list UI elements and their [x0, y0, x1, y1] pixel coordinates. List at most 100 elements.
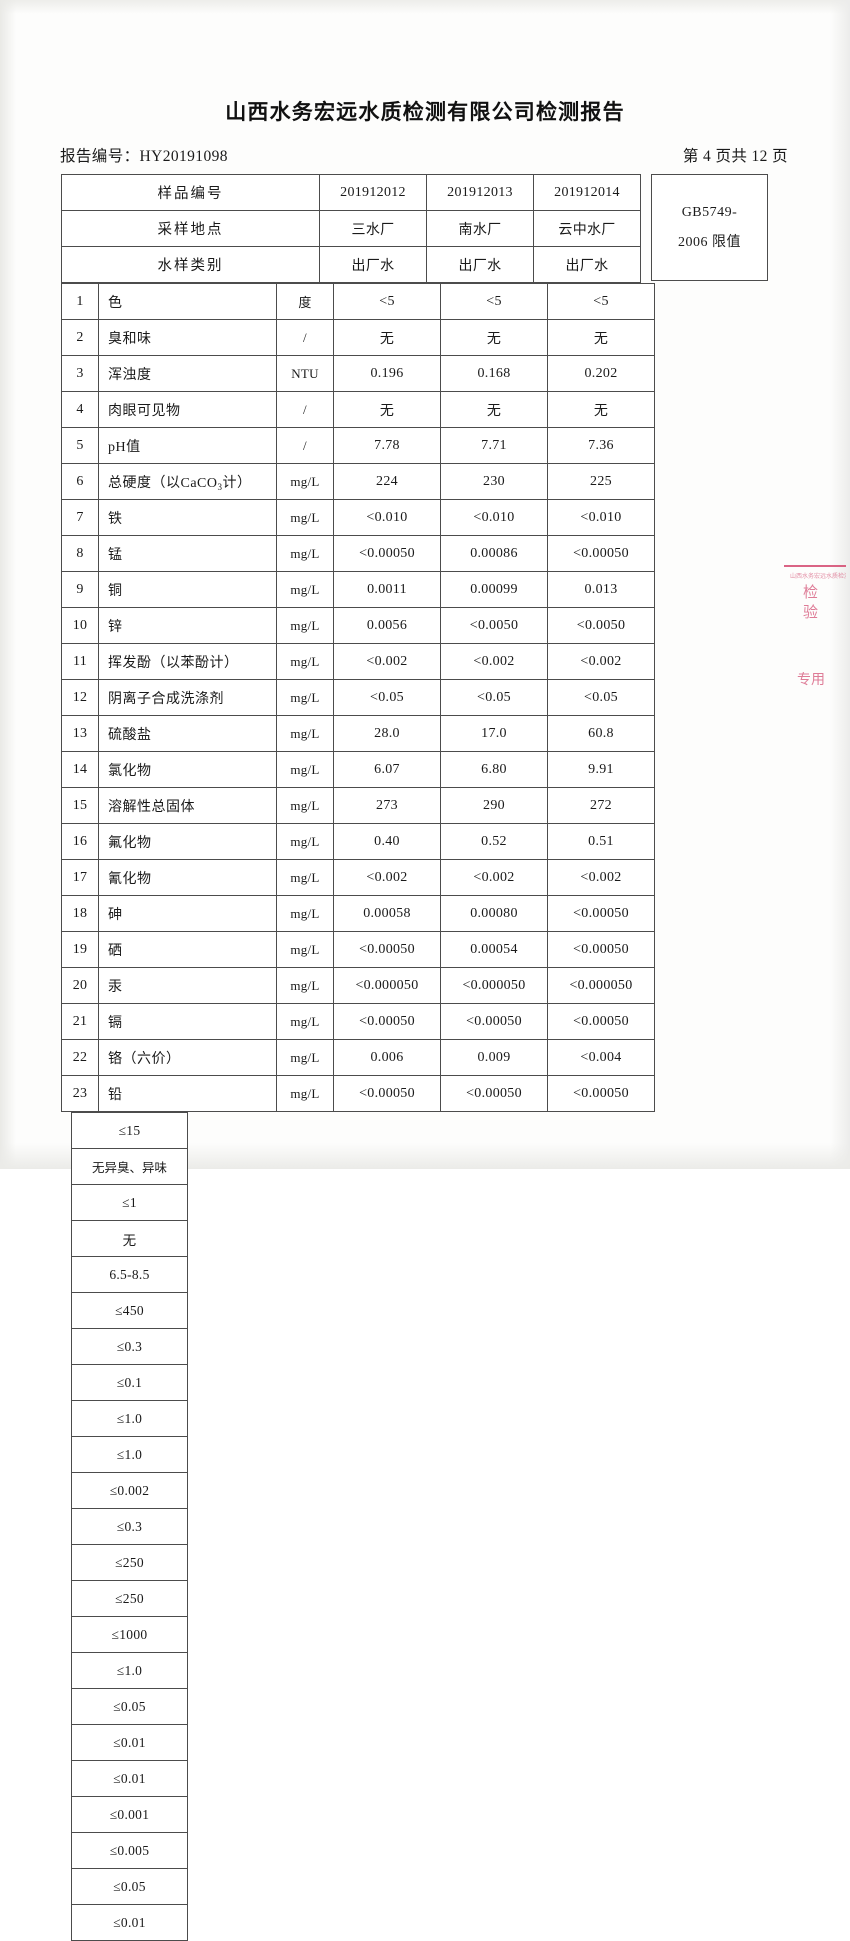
table-row: 9 铜 mg/L 0.0011 0.00099 0.013: [61, 571, 655, 608]
cell-v2: <0.00050: [440, 1075, 548, 1112]
results-table-wrap: 样品编号 201912012 201912013 201912014 采样地点 …: [61, 174, 768, 1941]
seal-border: 山西水务宏远水质检测 检验 专用: [784, 565, 846, 695]
cell-v2: 0.00080: [440, 895, 548, 932]
cell-v3: 60.8: [547, 715, 655, 752]
cell-v1: <0.05: [333, 679, 441, 716]
results-table: 样品编号 201912012 201912013 201912014 采样地点 …: [61, 174, 641, 283]
cell-limit: ≤0.005: [71, 1832, 188, 1869]
results-table-body: 样品编号 201912012 201912013 201912014 采样地点 …: [61, 174, 641, 283]
cell-unit: /: [276, 391, 334, 428]
limit-row: ≤1.0: [71, 1436, 188, 1473]
table-header-row-sample-no: 样品编号 201912012 201912013 201912014: [61, 174, 641, 211]
cell-limit: ≤15: [71, 1112, 188, 1149]
cell-idx: 7: [61, 499, 99, 536]
limit-row: ≤450: [71, 1292, 188, 1329]
cell-v1: 无: [333, 319, 441, 356]
table-row: 23 铅 mg/L <0.00050 <0.00050 <0.00050: [61, 1075, 655, 1112]
header-sampling-site-label: 采样地点: [61, 210, 320, 247]
limit-row: ≤0.01: [71, 1760, 188, 1797]
cell-idx: 16: [61, 823, 99, 860]
cell-v3: 0.202: [547, 355, 655, 392]
cell-v3: 9.91: [547, 751, 655, 788]
limit-row: ≤1.0: [71, 1400, 188, 1437]
cell-v2: 0.00099: [440, 571, 548, 608]
cell-v2: <0.002: [440, 643, 548, 680]
cell-v3: <0.00050: [547, 895, 655, 932]
cell-limit: ≤0.3: [71, 1508, 188, 1545]
limit-row: ≤0.05: [71, 1688, 188, 1725]
results-rows-table: 1 色度 <5 <5 <5 2 臭和味 / 无无无 3 浑浊度 NTU 0.196 0.168 0.202 4…: [61, 283, 655, 1112]
cell-v2: 7.71: [440, 427, 548, 464]
cell-v1: 0.0056: [333, 607, 441, 644]
cell-name: 臭和味: [98, 319, 277, 356]
cell-v3: <0.000050: [547, 967, 655, 1004]
cell-v2: <0.000050: [440, 967, 548, 1004]
limit-row: ≤1.0: [71, 1652, 188, 1689]
table-row: 13 硫酸盐 mg/L 28.0 17.0 60.8: [61, 715, 655, 752]
cell-v2: 0.52: [440, 823, 548, 860]
cell-v3: <0.00050: [547, 1075, 655, 1112]
cell-v2: <0.010: [440, 499, 548, 536]
table-row: 17 氰化物 mg/L <0.002 <0.002 <0.002: [61, 859, 655, 896]
cell-v1: <0.002: [333, 859, 441, 896]
cell-unit: mg/L: [276, 607, 334, 644]
cell-name: 挥发酚（以苯酚计）: [98, 643, 277, 680]
limit-row: ≤1000: [71, 1616, 188, 1653]
cell-name: 铅: [98, 1075, 277, 1112]
cell-unit: mg/L: [276, 499, 334, 536]
cell-v2: <5: [440, 283, 548, 320]
limit-row: ≤0.3: [71, 1328, 188, 1365]
cell-unit: NTU: [276, 355, 334, 392]
cell-v3: <0.05: [547, 679, 655, 716]
table-row: 3 浑浊度 NTU 0.196 0.168 0.202: [61, 355, 655, 392]
cell-name: 氰化物: [98, 859, 277, 896]
cell-v1: <0.000050: [333, 967, 441, 1004]
header-sample-no-2: 201912013: [426, 174, 534, 211]
table-row: 22 铬（六价） mg/L 0.006 0.009 <0.004: [61, 1039, 655, 1076]
cell-unit: mg/L: [276, 679, 334, 716]
table-row: 19 硒 mg/L <0.00050 0.00054 <0.00050: [61, 931, 655, 968]
cell-v2: 0.168: [440, 355, 548, 392]
cell-idx: 9: [61, 571, 99, 608]
cell-unit: mg/L: [276, 463, 334, 500]
cell-limit: ≤250: [71, 1544, 188, 1581]
cell-v2: 0.00086: [440, 535, 548, 572]
report-page: 山西水务宏远水质检测有限公司检测报告 报告编号：HY20191098 第 4 页…: [0, 0, 850, 1169]
cell-name: 铜: [98, 571, 277, 608]
cell-idx: 21: [61, 1003, 99, 1040]
cell-idx: 14: [61, 751, 99, 788]
cell-limit: ≤1.0: [71, 1436, 188, 1473]
cell-idx: 3: [61, 355, 99, 392]
scan-edge-left: [0, 0, 16, 1169]
cell-v1: 6.07: [333, 751, 441, 788]
cell-name: 色: [98, 283, 277, 320]
table-row: 12 阴离子合成洗涤剂 mg/L <0.05 <0.05 <0.05: [61, 679, 655, 716]
cell-unit: mg/L: [276, 931, 334, 968]
table-row: 10 锌 mg/L 0.0056 <0.0050 <0.0050: [61, 607, 655, 644]
cell-unit: mg/L: [276, 643, 334, 680]
cell-limit: ≤0.05: [71, 1868, 188, 1905]
cell-name: 铁: [98, 499, 277, 536]
cell-name: 浑浊度: [98, 355, 277, 392]
limit-standard-label: GB5749- 2006 限值: [651, 174, 768, 281]
limit-row: ≤0.001: [71, 1796, 188, 1833]
seal-main-text: 检验: [802, 585, 819, 622]
cell-name: 镉: [98, 1003, 277, 1040]
limit-row: ≤0.01: [71, 1724, 188, 1761]
cell-limit: 6.5-8.5: [71, 1256, 188, 1293]
cell-unit: mg/L: [276, 1003, 334, 1040]
table-row: 14 氯化物 mg/L 6.07 6.80 9.91: [61, 751, 655, 788]
table-row: 5 pH值/7.78 7.71 7.36: [61, 427, 655, 464]
table-row: 8 锰 mg/L <0.00050 0.00086 <0.00050: [61, 535, 655, 572]
limit-row: ≤0.05: [71, 1868, 188, 1905]
limit-rows-table: ≤15 无异臭、异味 ≤1 无 6.5-8.5 ≤450 ≤0.3 ≤0.1 ≤1.0 ≤1.0 ≤…: [71, 1112, 188, 1941]
cell-v1: 224: [333, 463, 441, 500]
limit-row: 无: [71, 1220, 188, 1257]
header-site-2: 南水厂: [426, 210, 534, 247]
cell-limit: ≤0.01: [71, 1904, 188, 1941]
cell-v1: 0.006: [333, 1039, 441, 1076]
scan-edge-right: [830, 0, 850, 1169]
cell-name: 硒: [98, 931, 277, 968]
scan-edge-top: [0, 0, 850, 14]
cell-v2: 230: [440, 463, 548, 500]
